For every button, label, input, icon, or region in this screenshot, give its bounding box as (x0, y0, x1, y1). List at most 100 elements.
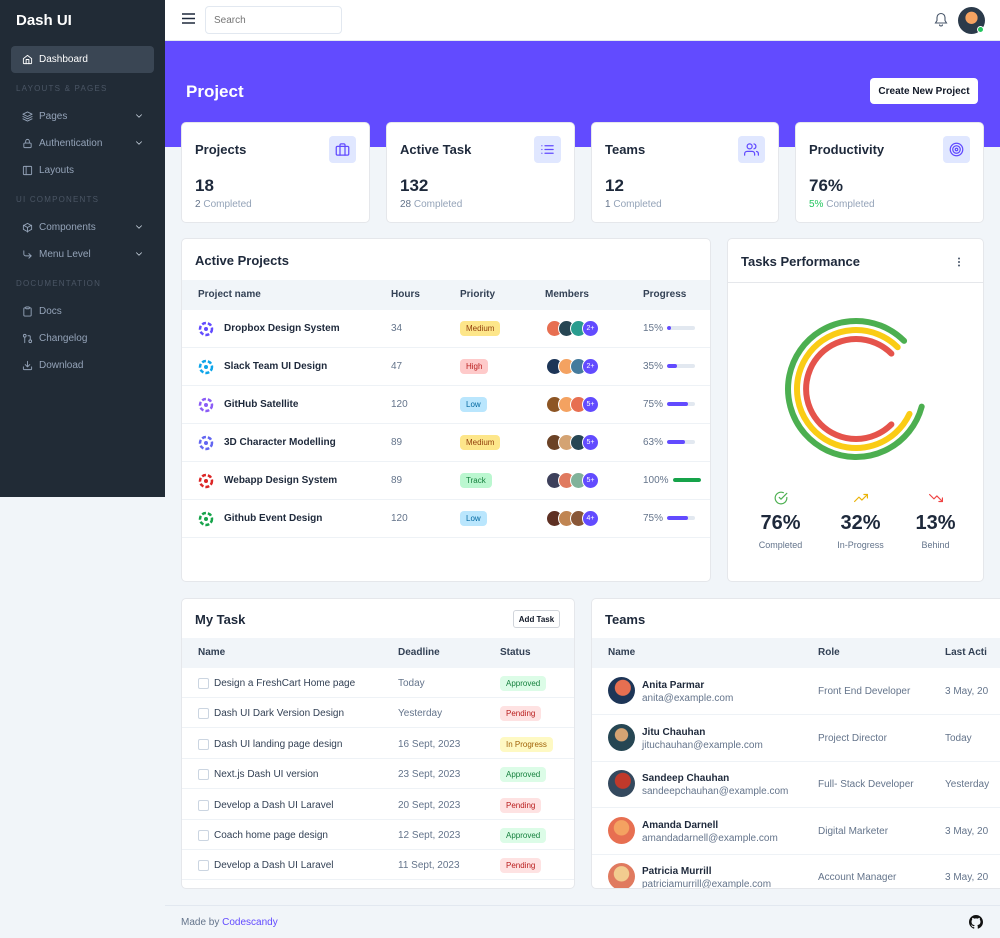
stat-title: Productivity (809, 142, 885, 157)
stat-title: Teams (605, 142, 646, 157)
table-row[interactable]: Develop a Dash UI Laravel 20 Sept, 2023 … (182, 790, 574, 820)
nav-section-heading: DOCUMENTATION (16, 278, 102, 288)
status-badge: In Progress (500, 736, 553, 752)
task-checkbox[interactable] (198, 769, 209, 781)
performance-label: Completed (758, 540, 803, 550)
corner-icon (21, 249, 33, 261)
stat-card-productivity: Productivity 76% 5% Completed (795, 122, 984, 223)
bell-icon[interactable] (934, 12, 948, 27)
sidebar-item-label: Menu Level (39, 249, 91, 260)
tasks-performance-card: Tasks Performance 76% Completed 32% In-P… (727, 238, 984, 582)
table-row[interactable]: Design a FreshCart Home page Today Appro… (182, 668, 574, 698)
table-row[interactable]: Next.js Dash UI version 23 Sept, 2023 Ap… (182, 759, 574, 790)
more-options-icon[interactable] (957, 257, 961, 267)
status-badge: Approved (500, 828, 547, 843)
search-input[interactable] (205, 6, 342, 34)
menu-toggle-icon[interactable] (182, 13, 195, 24)
member-role: Front End Developer (818, 686, 911, 697)
more-members-badge[interactable]: 4+ (582, 510, 599, 527)
task-checkbox[interactable] (198, 830, 209, 841)
member-name[interactable]: Amanda Darnell (642, 819, 719, 831)
progress-value: 35% (643, 361, 664, 372)
member-last-activity: Yesterday (945, 779, 990, 791)
table-header: Project name Hours Priority Members Prog… (182, 280, 710, 310)
member-name[interactable]: Anita Parmar (642, 680, 705, 691)
member-name[interactable]: Sandeep Chauhan (642, 773, 730, 785)
col-project-name: Project name (198, 289, 261, 300)
status-badge: Pending (500, 797, 542, 813)
table-row[interactable]: Webapp Design System 89 Track 5+ 100% (182, 462, 710, 500)
project-name[interactable]: GitHub Satellite (224, 399, 299, 410)
table-row[interactable]: Jitu Chauhan jituchauhan@example.com Pro… (592, 715, 1000, 762)
task-checkbox[interactable] (198, 708, 209, 720)
task-checkbox[interactable] (198, 799, 209, 811)
sidebar-item-authentication[interactable]: Authentication (11, 130, 154, 157)
table-row[interactable]: GitHub Satellite 120 Low 5+ 75% (182, 386, 710, 424)
member-name[interactable]: Jitu Chauhan (642, 726, 706, 738)
sidebar-item-docs[interactable]: Docs (11, 298, 154, 325)
avatar (608, 723, 635, 751)
sidebar-item-download[interactable]: Download (11, 352, 154, 379)
project-name[interactable]: Dropbox Design System (224, 323, 340, 334)
more-members-badge[interactable]: 5+ (582, 472, 599, 489)
sidebar-item-changelog[interactable]: Changelog (11, 325, 154, 352)
performance-label: Behind (921, 540, 950, 550)
nav-section-heading: UI COMPONENTS (16, 194, 100, 204)
sidebar-item-label: Layouts (39, 165, 75, 176)
task-checkbox[interactable] (198, 678, 209, 689)
more-members-badge[interactable]: 2+ (582, 320, 599, 337)
progress-value: 63% (643, 437, 664, 448)
check-circle-icon (748, 491, 813, 507)
table-row[interactable]: 3D Character Modelling 89 Medium 5+ 63% (182, 424, 710, 462)
codescandy-link[interactable]: Codescandy (222, 917, 278, 928)
more-members-badge[interactable]: 5+ (582, 434, 599, 451)
member-email: patriciamurrill@example.com (642, 879, 772, 889)
package-icon (21, 222, 33, 234)
task-checkbox[interactable] (198, 860, 209, 872)
sidebar-item-components[interactable]: Components (11, 214, 154, 241)
more-members-badge[interactable]: 5+ (582, 396, 599, 413)
add-task-button[interactable]: Add Task (513, 610, 560, 628)
sidebar-item-dashboard[interactable]: Dashboard (11, 46, 154, 73)
project-name[interactable]: Slack Team UI Design (224, 361, 328, 372)
table-row[interactable]: Slack Team UI Design 47 High 2+ 35% (182, 348, 710, 386)
github-icon[interactable] (969, 915, 983, 929)
member-last-activity: 3 May, 20 (945, 872, 989, 884)
performance-stat-completed: 76% Completed (748, 491, 813, 550)
project-hours: 120 (391, 513, 408, 524)
table-row[interactable]: Patricia Murrill patriciamurrill@example… (592, 854, 1000, 889)
table-row[interactable]: Anita Parmar anita@example.com Front End… (592, 668, 1000, 715)
brand-logo[interactable]: Dash UI (16, 12, 72, 29)
member-name[interactable]: Patricia Murrill (642, 866, 712, 878)
teams-title: Teams (605, 612, 646, 627)
project-hours: 34 (391, 323, 403, 334)
task-checkbox[interactable] (198, 738, 209, 750)
project-name[interactable]: 3D Character Modelling (224, 437, 336, 448)
col-role: Role (818, 647, 840, 658)
task-name: Develop a Dash UI Laravel (214, 799, 334, 811)
more-members-badge[interactable]: 2+ (582, 358, 599, 375)
member-email: sandeepchauhan@example.com (642, 786, 789, 798)
table-row[interactable]: Develop a Dash UI Laravel 11 Sept, 2023 … (182, 850, 574, 881)
project-name[interactable]: Github Event Design (224, 513, 323, 524)
table-row[interactable]: Github Event Design 120 Low 4+ 75% (182, 500, 710, 538)
col-status: Status (500, 647, 531, 658)
sidebar-item-layouts[interactable]: Layouts (11, 157, 154, 184)
table-row[interactable]: Sandeep Chauhan sandeepchauhan@example.c… (592, 761, 1000, 809)
table-row[interactable]: Dash UI landing page design 16 Sept, 202… (182, 729, 574, 759)
lock-icon (21, 138, 33, 150)
table-row[interactable]: Dropbox Design System 34 Medium 2+ 15% (182, 310, 710, 348)
table-row[interactable]: Coach home page design 12 Sept, 2023 App… (182, 820, 574, 850)
task-name: Design a FreshCart Home page (214, 678, 356, 689)
project-name[interactable]: Webapp Design System (224, 475, 338, 486)
stat-subtext: 1 Completed (605, 199, 662, 210)
sidebar-item-menu-level[interactable]: Menu Level (11, 241, 154, 268)
target-icon (943, 136, 970, 163)
create-project-button[interactable]: Create New Project (870, 78, 978, 104)
table-row[interactable]: Dash UI Dark Version Design Yesterday Pe… (182, 698, 574, 729)
clipboard-icon (21, 306, 33, 318)
avatar (608, 863, 635, 888)
member-role: Digital Marketer (818, 825, 889, 837)
sidebar-item-pages[interactable]: Pages (11, 103, 154, 130)
table-row[interactable]: Amanda Darnell amandadarnell@example.com… (592, 808, 1000, 855)
